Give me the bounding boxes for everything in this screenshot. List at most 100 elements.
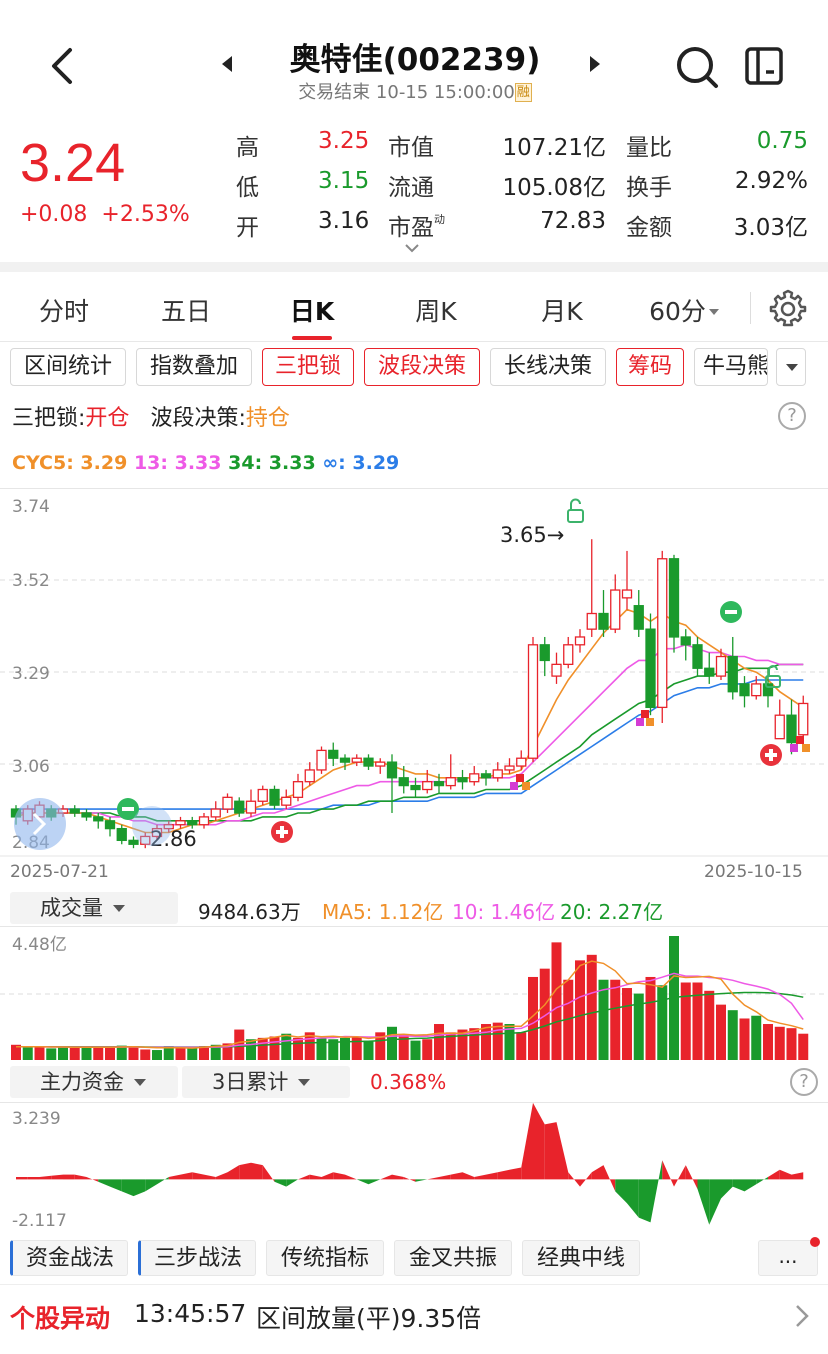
candle-body xyxy=(739,683,750,697)
y-tick-label: 3.74 xyxy=(12,497,50,517)
fund-area-segment xyxy=(403,1177,416,1182)
candle-body xyxy=(692,644,703,669)
volume-bar xyxy=(704,990,715,1060)
chip-chips[interactable]: 筹码 xyxy=(616,348,684,386)
fund-area-segment xyxy=(27,1177,40,1180)
candle-body xyxy=(668,558,680,638)
candle-body xyxy=(657,558,668,709)
strategy-golden-cross[interactable]: 金叉共振 xyxy=(394,1240,512,1276)
candle-body xyxy=(69,808,80,814)
market-cap-label: 市值 xyxy=(388,135,434,161)
candle-body xyxy=(410,784,421,791)
fund-selector-label: 主力资金 xyxy=(40,1070,124,1094)
section-separator xyxy=(0,262,828,272)
volume-ma5-line xyxy=(16,960,804,1049)
fund-area-segment xyxy=(650,1160,663,1223)
fund-selector[interactable]: 主力资金 xyxy=(10,1066,178,1098)
help-icon[interactable]: ? xyxy=(790,1068,818,1096)
fund-area-segment xyxy=(392,1174,404,1180)
trade-status: 交易结束 10-15 15:00:00 融 xyxy=(260,78,570,104)
amount-value: 3.03亿 xyxy=(733,215,808,241)
fund-area-segment xyxy=(168,1174,181,1180)
fund-area-segment xyxy=(674,1165,686,1187)
candle-body xyxy=(598,612,609,630)
cycinf-line xyxy=(16,679,804,810)
candle-body xyxy=(774,714,785,740)
fund-area-segment xyxy=(462,1172,475,1180)
volume-bar xyxy=(445,1032,456,1060)
fund-area-segment xyxy=(262,1165,275,1182)
fund-area-segment xyxy=(580,1172,592,1187)
prev-stock-icon[interactable] xyxy=(222,56,232,72)
strategy-three-step[interactable]: 三步战法 xyxy=(138,1240,256,1276)
more-strategies-button[interactable]: ... xyxy=(758,1240,818,1276)
strategy-traditional[interactable]: 传统指标 xyxy=(266,1240,384,1276)
high-annotation: 3.65→ xyxy=(500,523,564,547)
fund-area-segment xyxy=(51,1174,63,1180)
high-label: 高 xyxy=(236,135,259,161)
fund-area-segment xyxy=(439,1174,451,1180)
fund-period-selector[interactable]: 3日累计 xyxy=(182,1066,350,1098)
more-actions-icon[interactable] xyxy=(744,46,784,86)
fund-area-segment xyxy=(721,1179,733,1199)
candle-body xyxy=(457,777,468,783)
search-icon[interactable] xyxy=(674,44,720,90)
unlock-icon xyxy=(765,665,781,688)
candle-body xyxy=(574,636,586,646)
back-arrow-icon[interactable] xyxy=(44,46,84,86)
price-change: +0.08 +2.53% xyxy=(20,202,204,227)
fund-area-segment xyxy=(533,1102,545,1180)
next-stock-icon[interactable] xyxy=(590,56,600,72)
settings-gear-icon[interactable] xyxy=(768,288,808,328)
fund-area-segment xyxy=(791,1172,804,1180)
candle-body xyxy=(292,781,304,798)
volume-chart[interactable]: 4.48亿 xyxy=(0,926,828,1062)
help-icon[interactable]: ? xyxy=(778,402,806,430)
volume-bar xyxy=(69,1047,80,1060)
candle-body xyxy=(645,628,656,709)
tab-weekly-k[interactable]: 周K xyxy=(415,297,457,326)
chips-expand-button[interactable] xyxy=(776,348,806,386)
candle-body xyxy=(234,800,245,814)
candle-body xyxy=(339,757,351,763)
volume-bar xyxy=(257,1037,268,1060)
volume-bar xyxy=(680,982,691,1060)
chip-interval-stats[interactable]: 区间统计 xyxy=(10,348,126,386)
strategy-classic-mid[interactable]: 经典中线 xyxy=(522,1240,640,1276)
fund-area-segment xyxy=(286,1179,298,1187)
chip-three-locks[interactable]: 三把锁 xyxy=(262,348,354,386)
tab-60min[interactable]: 60分 xyxy=(634,292,734,328)
expand-chevron-icon[interactable] xyxy=(404,242,420,254)
volume-bar xyxy=(633,993,644,1060)
fund-area-segment xyxy=(98,1179,110,1187)
volume-bar xyxy=(539,968,550,1060)
chip-index-overlay[interactable]: 指数叠加 xyxy=(136,348,252,386)
fund-area-segment xyxy=(121,1179,134,1197)
stock-alert-row[interactable]: 个股异动 13:45:57 区间放量(平)9.35倍 xyxy=(0,1284,828,1344)
chip-band-decision[interactable]: 波段决策 xyxy=(364,348,480,386)
fund-area-segment xyxy=(474,1174,486,1180)
tab-monthly-k[interactable]: 月K xyxy=(541,297,583,326)
volume-selector-label: 成交量 xyxy=(40,896,103,920)
volume-bar xyxy=(774,1026,785,1060)
alert-time: 13:45:57 xyxy=(134,1299,247,1328)
volume-bar xyxy=(575,960,585,1060)
chip-bull-bear[interactable]: 牛马熊 xyxy=(694,348,768,386)
candle-body xyxy=(316,749,327,771)
tab-intraday[interactable]: 分时 xyxy=(38,297,89,326)
unlock-icon xyxy=(567,498,584,523)
candle-body xyxy=(363,757,374,767)
main-fund-chart[interactable]: 3.239 -2.117 xyxy=(0,1102,828,1232)
candle-body xyxy=(116,827,127,842)
tab-daily-k[interactable]: 日K xyxy=(289,297,335,326)
strategy-fund-tactic[interactable]: 资金战法 xyxy=(10,1240,128,1276)
y-tick-label: 3.06 xyxy=(12,757,50,777)
volume-bar xyxy=(551,942,562,1060)
candlestick-chart[interactable]: 3.74 3.52 3.29 3.06 2.84 3.65→ 2.86 xyxy=(0,488,828,858)
tab-five-day[interactable]: 五日 xyxy=(160,297,211,326)
chip-long-decision[interactable]: 长线决策 xyxy=(490,348,606,386)
scroll-handle-icon[interactable] xyxy=(14,798,172,850)
lock-icons xyxy=(510,710,810,790)
fund-area-segment xyxy=(274,1179,287,1187)
volume-selector[interactable]: 成交量 xyxy=(10,892,178,924)
